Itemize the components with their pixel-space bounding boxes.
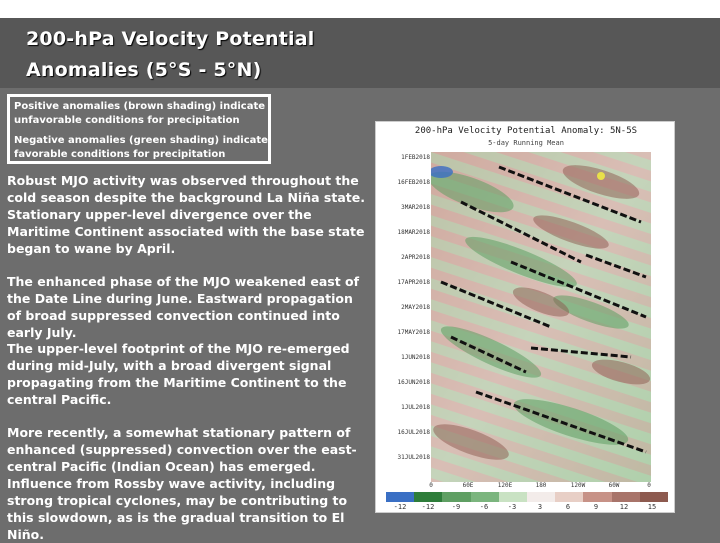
longitude-label: 0 xyxy=(647,482,651,489)
longitude-label: 180 xyxy=(535,482,547,489)
date-label: 1FEB2018 xyxy=(401,154,430,161)
date-label: 31JUL2018 xyxy=(397,454,430,461)
figure-title: 200-hPa Velocity Potential Anomaly: 5N-5… xyxy=(414,126,638,136)
negative-anomaly-note: Negative anomalies (green shading) indic… xyxy=(14,135,268,160)
colorbar-label: 6 xyxy=(565,503,571,511)
colorbar-label: 12 xyxy=(619,503,629,511)
blue-maximum xyxy=(431,166,453,178)
date-label: 2MAY2018 xyxy=(401,304,430,311)
longitude-label: 120W xyxy=(570,482,586,489)
slide-title: 200-hPa Velocity Potential Anomalies (5°… xyxy=(26,28,315,81)
colorbar-label: -3 xyxy=(507,503,517,511)
longitude-label: 60W xyxy=(608,482,620,489)
colorbar-labels: -12 -12 -9 -6 -3 3 6 9 12 15 xyxy=(386,503,668,513)
colorbar-label: -9 xyxy=(451,503,461,511)
colorbar xyxy=(386,492,669,502)
date-label: 1JUL2018 xyxy=(401,404,430,411)
figure-subtitle: 5-day Running Mean xyxy=(488,139,564,147)
title-bar xyxy=(0,18,720,88)
paragraph-july: The upper-level footprint of the MJO re-… xyxy=(7,341,350,407)
colorbar-label: -12 xyxy=(421,503,435,511)
mjo-propagation-lines xyxy=(440,165,647,454)
colorbar-label: -6 xyxy=(479,503,489,511)
top-band xyxy=(0,0,720,18)
date-label: 17APR2018 xyxy=(397,279,430,286)
date-label: 2APR2018 xyxy=(401,254,430,261)
longitude-label: 0 xyxy=(429,482,433,489)
paragraph-cold-season: Robust MJO activity was observed through… xyxy=(7,173,365,256)
date-label: 16JUN2018 xyxy=(397,379,430,386)
date-label: 16FEB2018 xyxy=(397,179,430,186)
colorbar-label: 15 xyxy=(647,503,657,511)
hovmoller-plot xyxy=(431,152,651,482)
hovmoller-figure: 200-hPa Velocity Potential Anomaly: 5N-5… xyxy=(375,121,675,513)
green-bands xyxy=(431,171,629,445)
longitude-label: 60E xyxy=(462,482,474,489)
longitude-label: 120E xyxy=(497,482,513,489)
positive-anomaly-note: Positive anomalies (brown shading) indic… xyxy=(14,101,266,126)
colorbar-label: 9 xyxy=(593,503,599,511)
date-label: 18MAR2018 xyxy=(397,229,430,236)
colorbar-label: -12 xyxy=(393,503,407,511)
legend-note-box: Positive anomalies (brown shading) indic… xyxy=(7,94,271,164)
date-label: 1JUN2018 xyxy=(401,354,430,361)
date-label: 17MAY2018 xyxy=(397,329,430,336)
yellow-maximum xyxy=(597,172,605,180)
date-label: 16JUL2018 xyxy=(397,429,430,436)
paragraph-june: The enhanced phase of the MJO weakened e… xyxy=(7,274,360,340)
colorbar-label: 3 xyxy=(537,503,543,511)
paragraph-recent: More recently, a somewhat stationary pat… xyxy=(7,425,357,542)
date-label: 3MAR2018 xyxy=(401,204,430,211)
brown-bands xyxy=(433,165,651,460)
